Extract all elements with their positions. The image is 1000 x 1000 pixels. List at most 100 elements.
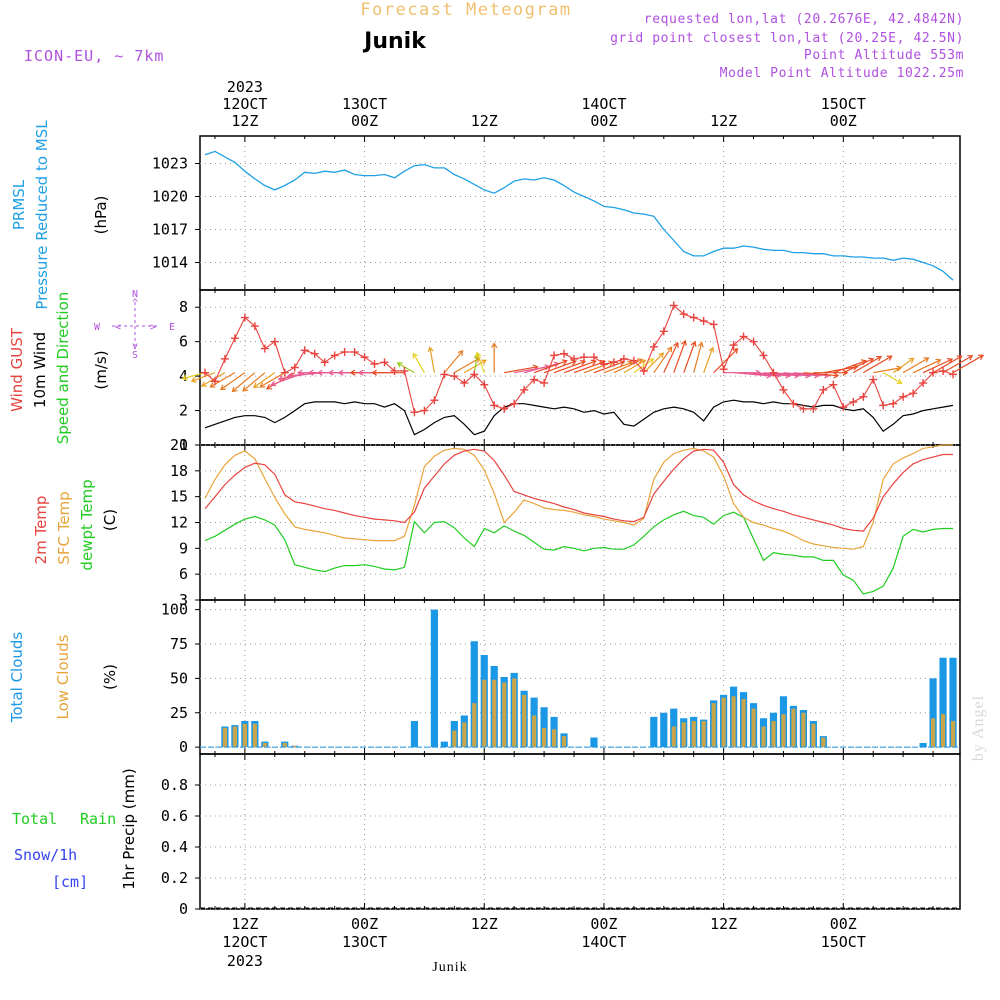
time-label-bottom: 15OCT: [821, 933, 866, 951]
ytick-label-precip: 0.2: [161, 869, 188, 887]
temp-2m-label: 2m Temp: [32, 496, 50, 565]
total-cloud-bar: [411, 721, 418, 747]
low-cloud-bar: [722, 698, 726, 748]
wind-arrow: [893, 358, 913, 372]
watermark: by Angel: [970, 695, 987, 761]
wind-gust-label: Wind GUST: [8, 327, 26, 412]
compass-w: W: [94, 322, 101, 333]
wind-arrow: [704, 348, 713, 373]
time-label-bottom: 14OCT: [581, 933, 626, 951]
pressure-unit: (hPa): [92, 196, 110, 235]
low-cloud-bar: [751, 709, 755, 748]
compass-arrow-down: v: [132, 341, 138, 352]
compass-arrow-up: ^: [132, 298, 138, 309]
wind-arrow: [674, 341, 686, 373]
time-label-top: 12Z: [710, 112, 737, 130]
requested-coords: requested lon,lat (20.2676E, 42.4842N): [644, 12, 964, 27]
ytick-label-precip: 0: [179, 900, 188, 918]
wind-arrow: [843, 359, 873, 373]
ytick-label-temp: 18: [170, 462, 188, 480]
time-label-top: 13OCT: [342, 95, 387, 113]
ytick-label-pressure: 1020: [152, 188, 188, 206]
wind-arrow: [430, 347, 434, 372]
time-label-bottom: 12OCT: [222, 933, 267, 951]
rain-label: Rain: [80, 810, 116, 828]
wind-gust-line: [205, 306, 953, 413]
low-cloud-bar: [702, 721, 706, 747]
ytick-label-clouds: 0: [179, 738, 188, 756]
low-cloud-bar: [712, 703, 716, 747]
footer-location: Junik: [432, 960, 467, 975]
time-label-top: 2023: [227, 78, 263, 96]
snow-cm-label: [cm]: [52, 873, 88, 891]
wind-arrow: [903, 358, 928, 373]
temp-dew-label: dewpt Temp: [78, 479, 96, 570]
ytick-label-clouds: 75: [170, 635, 188, 653]
low-cloud-bar: [692, 721, 696, 747]
panel-frame-pressure: [200, 136, 960, 290]
ytick-label-clouds: 50: [170, 669, 188, 687]
ytick-label-pressure: 1023: [152, 155, 188, 173]
wind-arrow: [694, 343, 702, 373]
low-cloud-bar: [502, 683, 506, 748]
low-cloud-bar: [552, 729, 556, 747]
time-label-top: 14OCT: [581, 95, 626, 113]
low-cloud-bar: [233, 727, 237, 748]
time-label-bottom: 13OCT: [342, 933, 387, 951]
location-title: Junik: [362, 29, 427, 54]
time-label-top: 00Z: [351, 112, 378, 130]
low-cloud-bar: [801, 713, 805, 747]
ytick-label-precip: 0.6: [161, 807, 188, 825]
wind-10m-line: [205, 400, 953, 435]
low-cloud-bar: [741, 699, 745, 747]
time-label-bottom: 2023: [227, 952, 263, 970]
low-cloud-bar: [781, 714, 785, 747]
meteogram-chart: Forecast Meteogram Junik ICON-EU, ~ 7km …: [0, 0, 1000, 1000]
wind-unit: (m/s): [92, 350, 110, 389]
ytick-label-precip: 0.4: [161, 838, 188, 856]
total-cloud-bar: [650, 717, 657, 747]
time-label-bottom: 00Z: [830, 915, 857, 933]
low-clouds-label: Low Clouds: [54, 634, 72, 719]
ytick-label-temp: 6: [179, 565, 188, 583]
ytick-label-temp: 9: [179, 539, 188, 557]
low-cloud-bar: [682, 722, 686, 747]
model-name: ICON-EU, ~ 7km: [24, 47, 164, 65]
panel-frame-precip: [200, 754, 960, 909]
ytick-label-temp: 15: [170, 488, 188, 506]
grid-point-coords: grid point closest lon,lat (20.25E, 42.5…: [610, 31, 964, 46]
plot-layer: 1014101710201023024683691215182102550751…: [152, 136, 983, 918]
2m-temp-line: [205, 449, 953, 531]
time-label-top: 12Z: [471, 112, 498, 130]
low-cloud-bar: [492, 680, 496, 747]
low-cloud-bar: [512, 678, 516, 747]
low-cloud-bar: [811, 724, 815, 747]
low-cloud-bar: [941, 714, 945, 747]
product-title: Forecast Meteogram: [360, 0, 571, 20]
total-cloud-bar: [590, 738, 597, 748]
low-cloud-bar: [732, 696, 736, 747]
time-label-top: 15OCT: [821, 95, 866, 113]
low-cloud-bar: [253, 724, 257, 747]
low-cloud-bar: [522, 695, 526, 747]
compass-e: E: [169, 322, 175, 333]
temp-unit: (C): [101, 509, 119, 531]
compass-rose: N W E S < > ^ v: [94, 289, 175, 361]
low-cloud-bar: [761, 727, 765, 748]
ytick-label-temp: 12: [170, 514, 188, 532]
precip-axis-label: 1hr Precip (mm): [120, 768, 138, 889]
wind-10m-label: 10m Wind: [31, 332, 49, 408]
compass-arrow-left: <: [115, 322, 121, 333]
time-label-top: 12OCT: [222, 95, 267, 113]
low-cloud-bar: [472, 703, 476, 747]
wind-arrow: [413, 354, 424, 373]
time-label-top: 00Z: [590, 112, 617, 130]
low-cloud-bar: [542, 728, 546, 747]
total-cloud-bar: [660, 713, 667, 747]
pressure-msl-label: Pressure Reduced to MSL: [33, 120, 51, 310]
total-clouds-label: Total Clouds: [8, 632, 26, 724]
low-cloud-bar: [452, 731, 456, 748]
dewpoint-line: [205, 511, 953, 594]
low-cloud-bar: [283, 743, 287, 747]
ytick-label-clouds: 100: [161, 601, 188, 619]
